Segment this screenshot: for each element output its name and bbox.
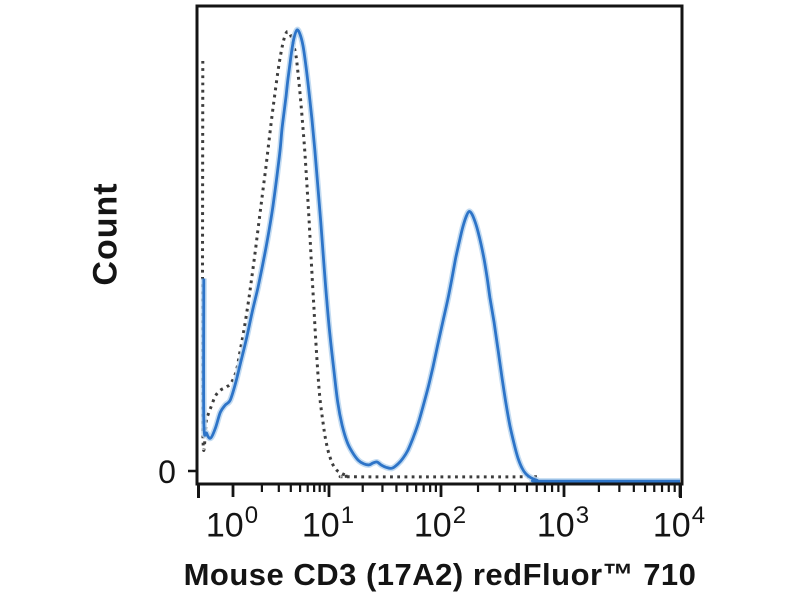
x-tick-label-10e2: 102: [413, 502, 467, 545]
x-tick-label-10e3: 103: [536, 502, 590, 545]
x-tick-label-10e4: 104: [652, 502, 706, 545]
x-axis-label: Mouse CD3 (17A2) redFluor™ 710: [183, 557, 697, 592]
y-axis-zero-tick-label: 0: [158, 454, 176, 490]
x-tick-label-10e1: 101: [301, 502, 355, 545]
control-dotted-curve: [200, 30, 540, 479]
y-axis-label: Count: [86, 182, 125, 286]
stained-solid-curve: [202, 28, 680, 483]
plot-border: [195, 4, 684, 486]
stained-curve-halo: [200, 26, 680, 483]
x-tick-label-10e0: 100: [205, 502, 259, 545]
